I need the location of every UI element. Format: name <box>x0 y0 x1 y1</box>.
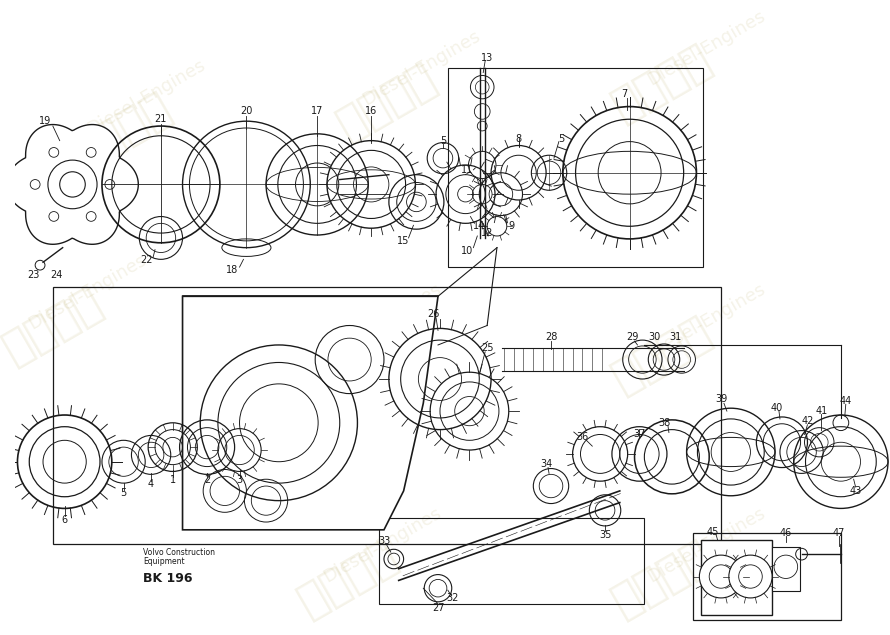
Text: 36: 36 <box>577 432 588 443</box>
Text: Diesel-Engines: Diesel-Engines <box>644 504 769 585</box>
Text: Diesel-Engines: Diesel-Engines <box>85 56 208 138</box>
Text: 16: 16 <box>365 107 377 116</box>
Text: 19: 19 <box>39 116 51 126</box>
Text: 5: 5 <box>120 488 126 498</box>
Polygon shape <box>182 297 438 530</box>
Text: 24: 24 <box>51 270 63 280</box>
Text: 20: 20 <box>240 107 253 116</box>
Bar <box>448 68 703 267</box>
Text: Diesel-Engines: Diesel-Engines <box>320 279 444 362</box>
Text: 29: 29 <box>627 332 639 342</box>
Text: 6: 6 <box>61 515 68 525</box>
Text: 3: 3 <box>237 475 243 485</box>
Text: 紫发动力: 紫发动力 <box>330 57 444 147</box>
Text: 21: 21 <box>155 114 167 124</box>
Text: 45: 45 <box>707 527 719 537</box>
Text: 44: 44 <box>839 396 852 406</box>
Text: 紫发动力: 紫发动力 <box>605 533 719 624</box>
Text: 紫发动力: 紫发动力 <box>291 309 405 400</box>
Bar <box>773 547 799 591</box>
Text: 34: 34 <box>540 458 552 469</box>
Bar <box>379 518 644 604</box>
Text: 37: 37 <box>634 429 645 439</box>
Text: 22: 22 <box>140 255 152 265</box>
Text: Diesel-Engines: Diesel-Engines <box>644 7 769 90</box>
Text: 32: 32 <box>447 593 459 603</box>
Text: 41: 41 <box>815 406 828 416</box>
Text: Diesel-Engines: Diesel-Engines <box>360 27 484 109</box>
Polygon shape <box>701 540 773 615</box>
Text: 38: 38 <box>658 418 670 428</box>
Text: 43: 43 <box>849 486 862 496</box>
Text: 5: 5 <box>440 136 446 145</box>
Text: 26: 26 <box>427 309 440 319</box>
Text: 40: 40 <box>771 403 783 413</box>
Text: 14: 14 <box>473 221 485 231</box>
Text: 11: 11 <box>461 165 473 175</box>
Text: 5: 5 <box>558 134 564 144</box>
Text: 8: 8 <box>515 134 522 144</box>
Text: 7: 7 <box>621 89 627 99</box>
Text: 1: 1 <box>170 475 176 485</box>
Text: 紫发动力: 紫发动力 <box>605 37 719 128</box>
Circle shape <box>700 555 742 598</box>
Text: 10: 10 <box>461 246 473 255</box>
Text: 紫发动力: 紫发动力 <box>0 280 110 371</box>
Text: 27: 27 <box>432 603 444 613</box>
Polygon shape <box>7 124 138 244</box>
Text: 42: 42 <box>801 416 813 426</box>
Text: Diesel-Engines: Diesel-Engines <box>320 504 444 585</box>
Text: 17: 17 <box>311 107 323 116</box>
Text: 12: 12 <box>481 228 493 238</box>
Text: 2: 2 <box>204 475 210 485</box>
Text: 39: 39 <box>715 394 727 404</box>
Text: Diesel-Engines: Diesel-Engines <box>25 250 150 333</box>
Text: 25: 25 <box>481 343 493 353</box>
Text: Diesel-Engines: Diesel-Engines <box>644 279 769 362</box>
Text: 30: 30 <box>648 332 660 342</box>
Text: 13: 13 <box>481 53 493 63</box>
Text: BK 196: BK 196 <box>143 572 193 585</box>
Text: 紫发动力: 紫发动力 <box>605 309 719 400</box>
Text: 33: 33 <box>378 537 390 547</box>
Text: 紫发动力: 紫发动力 <box>291 533 405 624</box>
Circle shape <box>729 555 773 598</box>
Text: 18: 18 <box>225 265 238 275</box>
Text: 紫发动力: 紫发动力 <box>65 86 179 177</box>
Bar <box>53 286 721 544</box>
Text: 15: 15 <box>398 236 409 246</box>
Text: 4: 4 <box>148 479 154 489</box>
Text: Volvo Construction: Volvo Construction <box>143 548 215 557</box>
Text: 46: 46 <box>780 528 792 538</box>
Text: 35: 35 <box>599 530 611 540</box>
Bar <box>693 533 841 620</box>
Text: 9: 9 <box>509 221 514 231</box>
Text: 23: 23 <box>27 270 39 280</box>
Text: 28: 28 <box>545 332 557 342</box>
Text: Equipment: Equipment <box>143 558 185 566</box>
Text: 47: 47 <box>833 528 846 538</box>
Text: 31: 31 <box>669 332 682 342</box>
